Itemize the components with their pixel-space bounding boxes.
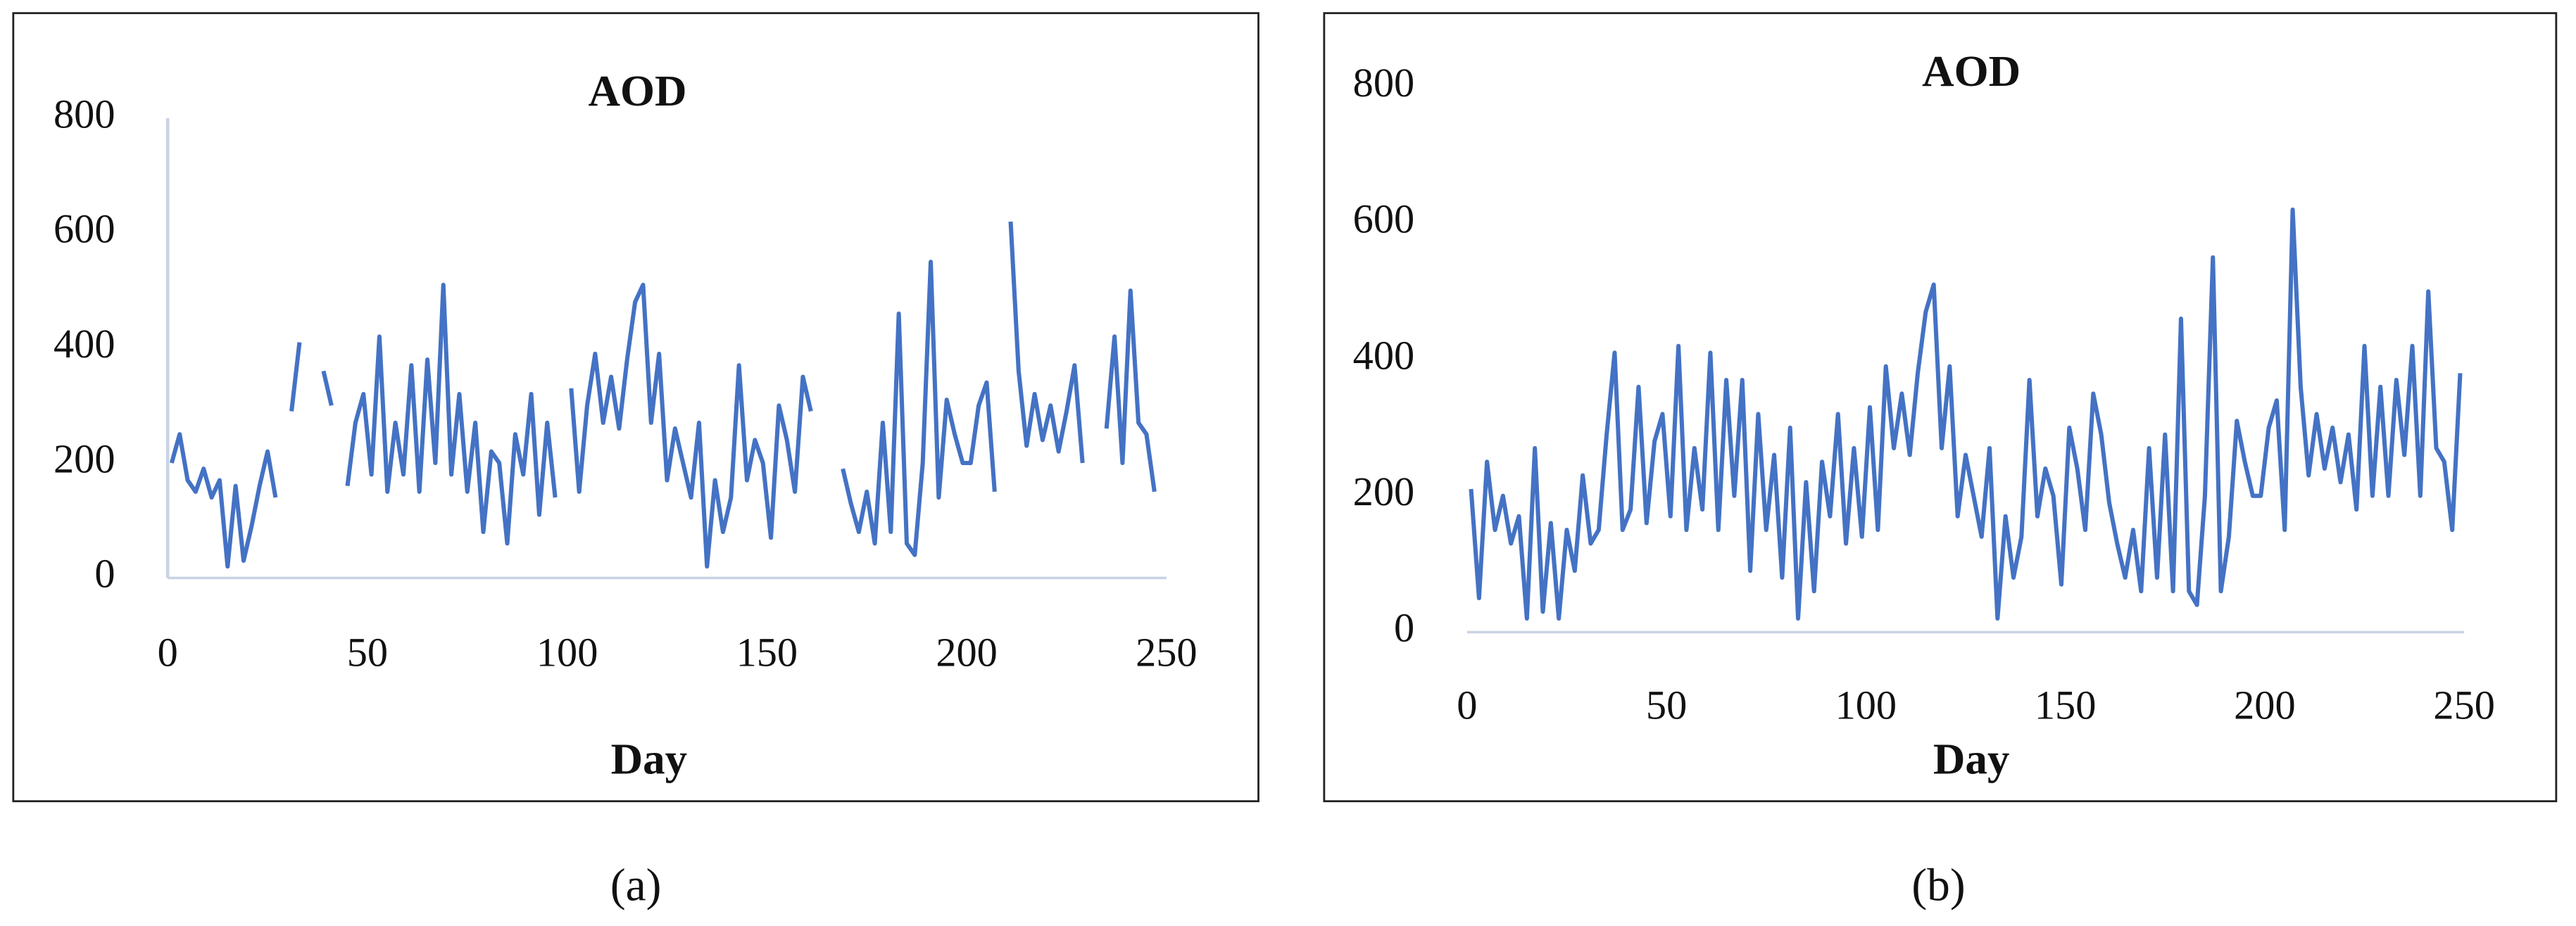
x-tick-label: 0 [1457,682,1477,728]
x-axis-label: Day [1933,734,2009,783]
data-line [345,282,558,546]
y-tick-label: 600 [54,206,115,252]
y-tick-label: 200 [54,436,115,481]
y-tick-label: 0 [94,551,115,597]
chart-title: AOD [1922,46,2021,96]
x-tick-label: 50 [1646,682,1687,728]
data-line [321,370,334,407]
x-tick-label: 50 [347,630,388,676]
y-tick-label: 0 [1394,605,1414,651]
x-tick-label: 100 [536,630,598,676]
y-tick-label: 800 [54,91,115,137]
data-line [1008,221,1085,464]
x-tick-label: 100 [1835,682,1897,728]
x-axis-label: Day [611,734,687,783]
chart-title: AOD [589,66,687,115]
x-tick-label: 0 [158,630,178,676]
panel-frame [12,12,1259,803]
y-tick-label: 400 [1353,332,1415,378]
data-line [289,342,302,412]
x-tick-label: 200 [936,630,998,676]
data-line [169,432,278,569]
data-line [841,260,997,557]
caption: (b) [1911,861,1965,911]
y-tick-label: 200 [1353,469,1415,514]
x-tick-label: 250 [2433,682,2495,728]
data-line [1469,207,2463,621]
x-tick-label: 250 [1136,630,1198,676]
x-tick-label: 200 [2234,682,2296,728]
x-tick-label: 150 [2035,682,2097,728]
y-tick-label: 600 [1353,196,1415,242]
y-tick-label: 800 [1353,60,1415,106]
panel-frame [1323,12,2558,803]
data-line [1104,288,1157,493]
y-tick-label: 400 [54,321,115,367]
data-line [569,282,813,569]
caption: (a) [610,861,662,911]
x-tick-label: 150 [736,630,798,676]
